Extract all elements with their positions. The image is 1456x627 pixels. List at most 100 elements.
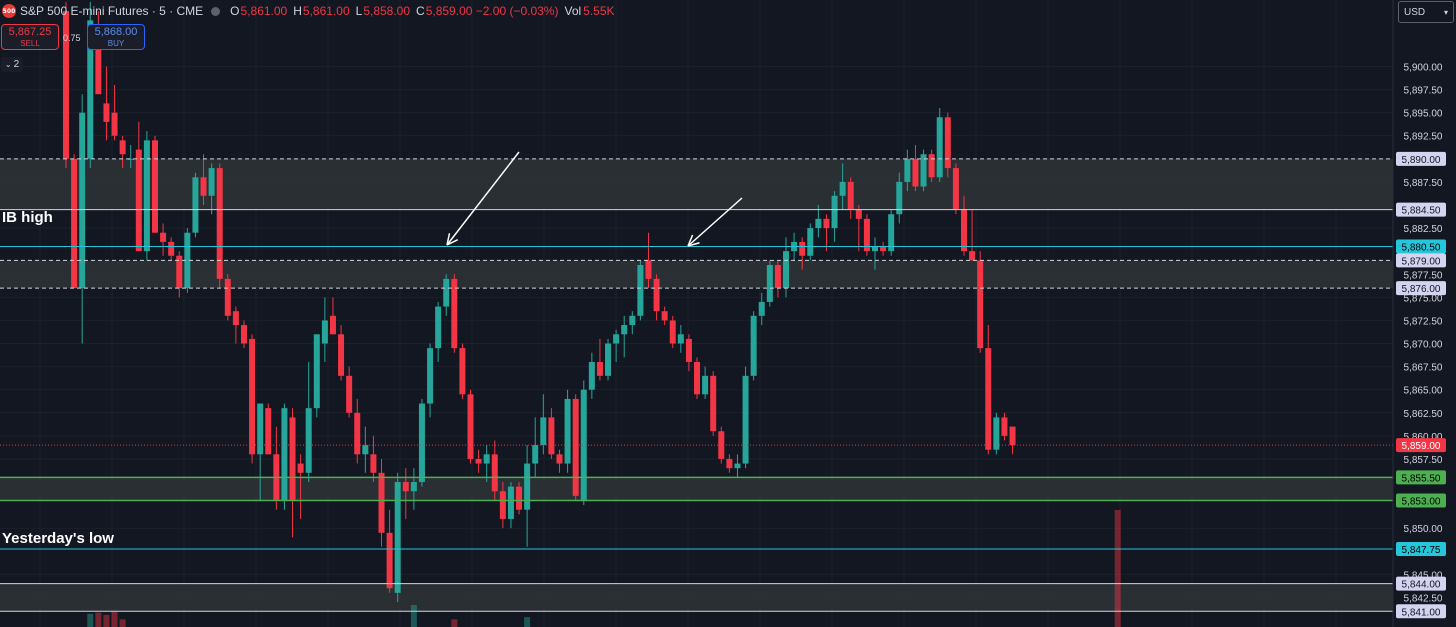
candle-body-down [548, 417, 555, 455]
candle-body-down [710, 375, 717, 432]
candle-body-down [516, 486, 523, 510]
price-tick-label: 5,900.00 [1404, 62, 1443, 73]
candle-body-up [629, 315, 636, 326]
zone-band [0, 158, 1393, 210]
candle-body-down [459, 348, 466, 395]
spread-value: 0.75 [63, 33, 81, 43]
ohlc-open: O5,861.00 [230, 4, 288, 18]
candle-body-down [346, 375, 353, 413]
candle-body-up [702, 375, 709, 395]
candle-body-down [297, 463, 304, 473]
candle-body-down [969, 251, 976, 261]
sp500-logo-icon: 500 [2, 4, 16, 18]
candle-body-up [143, 140, 150, 252]
candle-body-down [661, 311, 668, 321]
candle-body-up [532, 445, 539, 464]
candle-body-down [944, 117, 951, 169]
candle-body-down [556, 454, 563, 464]
price-axis-panel[interactable] [1393, 0, 1456, 627]
arrow-head [687, 234, 694, 247]
candle-body-up [483, 454, 490, 464]
ohlc-high: H5,861.00 [293, 4, 350, 18]
candle-body-up [208, 168, 215, 196]
price-tick-label: 5,892.50 [1404, 132, 1443, 143]
candle-body-up [758, 301, 765, 316]
sell-label: SELL [20, 39, 40, 48]
volume-bar [1114, 509, 1121, 627]
candle-body-down [224, 278, 231, 316]
chevron-down-icon: ▾ [1443, 7, 1448, 17]
volume-bar [451, 619, 458, 627]
candle-body-up [305, 408, 312, 473]
price-level-label: 5,841.00 [1402, 607, 1441, 618]
price-tick-label: 5,897.50 [1404, 86, 1443, 97]
candle-body-down [952, 168, 959, 210]
arrow-head [446, 233, 451, 246]
price-tick-label: 5,877.50 [1404, 270, 1443, 281]
candle-body-up [564, 398, 571, 464]
candle-body-down [596, 361, 603, 376]
candle-body-down [653, 278, 660, 312]
price-tick-label: 5,845.00 [1404, 570, 1443, 581]
candle-body-up [427, 348, 434, 404]
candle-body-down [799, 241, 806, 256]
symbol-title[interactable]: S&P 500 E-mini Futures · 5 · CME [20, 4, 204, 18]
candle-body-up [839, 181, 846, 196]
buy-button[interactable]: 5,868.00 BUY [87, 24, 145, 50]
candle-body-down [216, 168, 223, 279]
candle-body-up [410, 482, 417, 492]
price-level-label-bg [1396, 604, 1446, 619]
indicators-toggle-button[interactable]: ⌄ 2 [1, 57, 23, 72]
candle-body-down [95, 48, 102, 95]
price-level-label: 5,876.00 [1402, 284, 1441, 295]
candle-body-down [289, 417, 296, 501]
buy-label: BUY [107, 39, 125, 48]
candle-body-down [985, 348, 992, 450]
volume-bar [111, 611, 118, 627]
candle-body-down [240, 325, 247, 344]
price-level-label-bg [1396, 576, 1446, 591]
price-tick-label: 5,862.50 [1404, 409, 1443, 420]
last-price-label-bg [1396, 438, 1446, 453]
candle-body-up [888, 214, 895, 252]
candle-body-down [176, 255, 183, 289]
currency-select[interactable]: USD ▾ [1398, 1, 1454, 23]
candle-body-up [783, 251, 790, 289]
candle-body-down [451, 278, 458, 349]
candle-body-up [443, 278, 450, 307]
candle-body-up [742, 375, 749, 464]
candle-body-up [815, 218, 822, 229]
candle-body-up [79, 112, 86, 289]
price-tick-label: 5,882.50 [1404, 224, 1443, 235]
market-status-icon[interactable] [211, 6, 221, 16]
arrow-drawing[interactable] [446, 151, 520, 246]
candle-body-down [370, 454, 377, 473]
candle-body-down [645, 260, 652, 279]
price-level-label-bg [1396, 470, 1446, 485]
price-level-label-bg [1396, 239, 1446, 254]
arrow-head [687, 242, 700, 247]
candle-body-up [87, 20, 94, 159]
price-level-label-bg [1396, 541, 1446, 556]
candle-body-up [750, 315, 757, 376]
last-price-label: 5,859.00 [1402, 441, 1441, 452]
candle-body-down [265, 408, 272, 455]
candle-body-down [71, 158, 78, 289]
sell-button[interactable]: 5,867.25 SELL [1, 24, 59, 50]
buy-price: 5,868.00 [94, 26, 138, 38]
candle-body-up [936, 117, 943, 178]
candle-body-down [386, 532, 393, 589]
candle-body-up [677, 334, 684, 344]
arrow-drawing[interactable] [687, 197, 743, 247]
candle-body-down [726, 458, 733, 469]
candle-body-up [904, 158, 911, 182]
candle-body-up [507, 486, 514, 519]
candle-body-down [572, 398, 579, 496]
chevron-down-icon: ⌄ [4, 60, 12, 69]
candle-body-up [807, 228, 814, 256]
price-tick-label: 5,870.00 [1404, 340, 1443, 351]
candle-body-down [249, 338, 256, 455]
candle-body-up [184, 232, 191, 289]
